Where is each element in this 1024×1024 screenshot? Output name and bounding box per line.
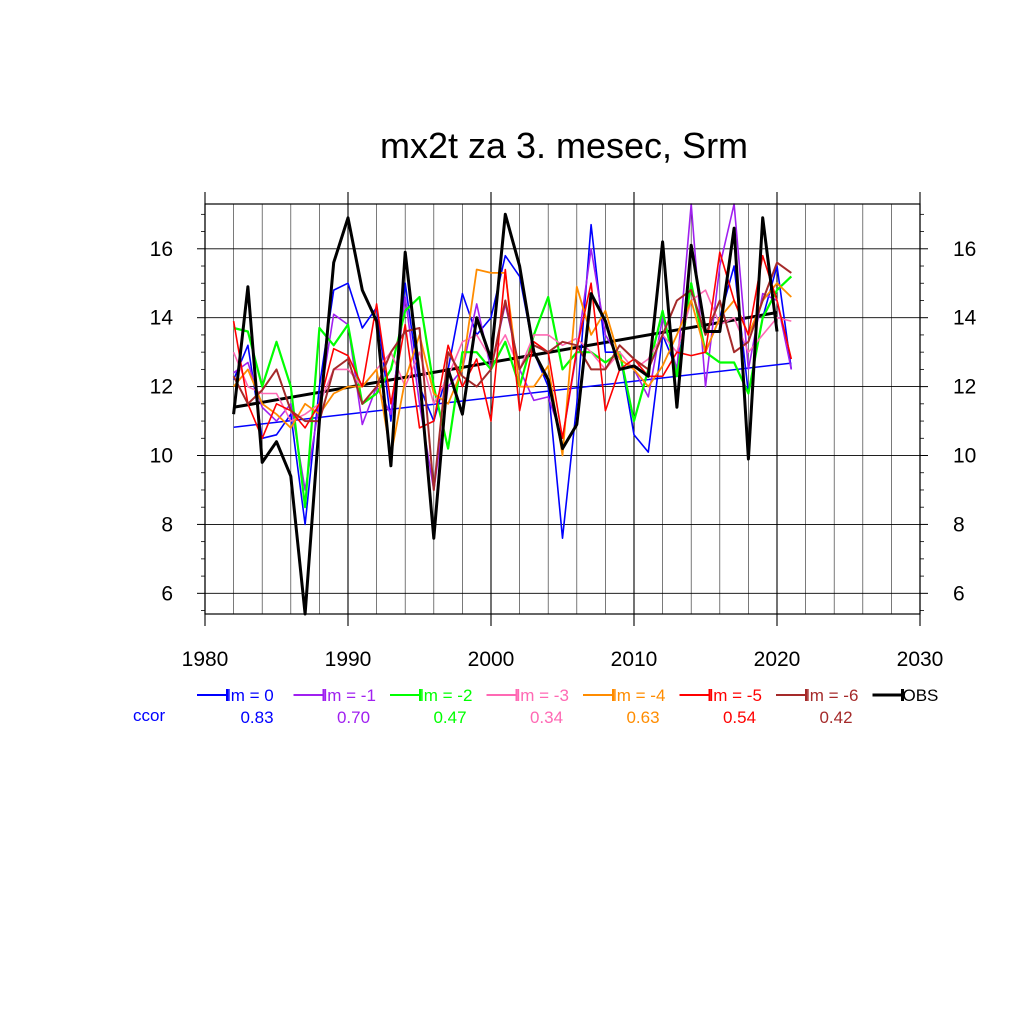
y-tick-label: 16 <box>953 238 976 261</box>
y-tick-label: 12 <box>150 376 173 399</box>
y-tick-label: 8 <box>953 513 965 536</box>
legend-ccor-value: 0.83 <box>240 708 273 727</box>
x-tick-label: 2010 <box>611 648 658 671</box>
legend-label: lm = -4 <box>613 686 665 705</box>
y-tick-label: 8 <box>161 513 173 536</box>
legend-ccor-value: 0.70 <box>337 708 370 727</box>
plot-frame <box>204 203 921 615</box>
legend-label: lm = -2 <box>420 686 472 705</box>
x-tick-label: 2000 <box>468 648 515 671</box>
series-line-obs <box>232 212 779 616</box>
y-tick-label: 6 <box>161 582 173 605</box>
legend-label: lm = -6 <box>806 686 858 705</box>
y-tick-label: 10 <box>953 445 976 468</box>
y-tick-label: 14 <box>150 307 174 330</box>
series-line-lm-5 <box>232 251 793 440</box>
ccor-label: ccor <box>133 706 165 725</box>
series-line-lm-4 <box>232 268 792 457</box>
legend-label: lm = -1 <box>324 686 376 705</box>
legend-label: lm = -3 <box>517 686 569 705</box>
legend-label: lm = -5 <box>710 686 762 705</box>
y-tick-label: 12 <box>953 376 976 399</box>
legend-ccor-value: 0.34 <box>530 708 563 727</box>
legend-ccor-value: 0.47 <box>433 708 466 727</box>
y-tick-label: 6 <box>953 582 965 605</box>
legend-label: lm = 0 <box>227 686 274 705</box>
x-tick-label: 2030 <box>897 648 944 671</box>
x-tick-label: 2020 <box>754 648 801 671</box>
x-tick-label: 1980 <box>182 648 229 671</box>
legend-ccor-value: 0.42 <box>819 708 852 727</box>
axis-ticks: 6 6 8 8 10 10 12 12 14 14 16 16 1980 1990 2000 2010 2020… <box>150 213 977 671</box>
x-tick-label: 1990 <box>325 648 372 671</box>
y-tick-label: 14 <box>953 307 977 330</box>
legend-ccor-value: 0.63 <box>626 708 659 727</box>
trend-line-lm-0 <box>233 362 792 429</box>
y-tick-label: 16 <box>150 238 173 261</box>
series-line-lm-6 <box>232 261 792 491</box>
series-line-lm-0 <box>232 223 793 539</box>
legend-label: OBS <box>903 686 939 705</box>
y-tick-label: 10 <box>150 445 173 468</box>
series-lines <box>232 203 793 616</box>
legend-ccor-value: 0.54 <box>723 708 756 727</box>
chart-title: mx2t za 3. mesec, Srm <box>380 125 748 166</box>
legend: lm = 0 0.83 lm = -1 0.70 lm = -2 0.47 lm = -3 0… <box>197 686 938 727</box>
